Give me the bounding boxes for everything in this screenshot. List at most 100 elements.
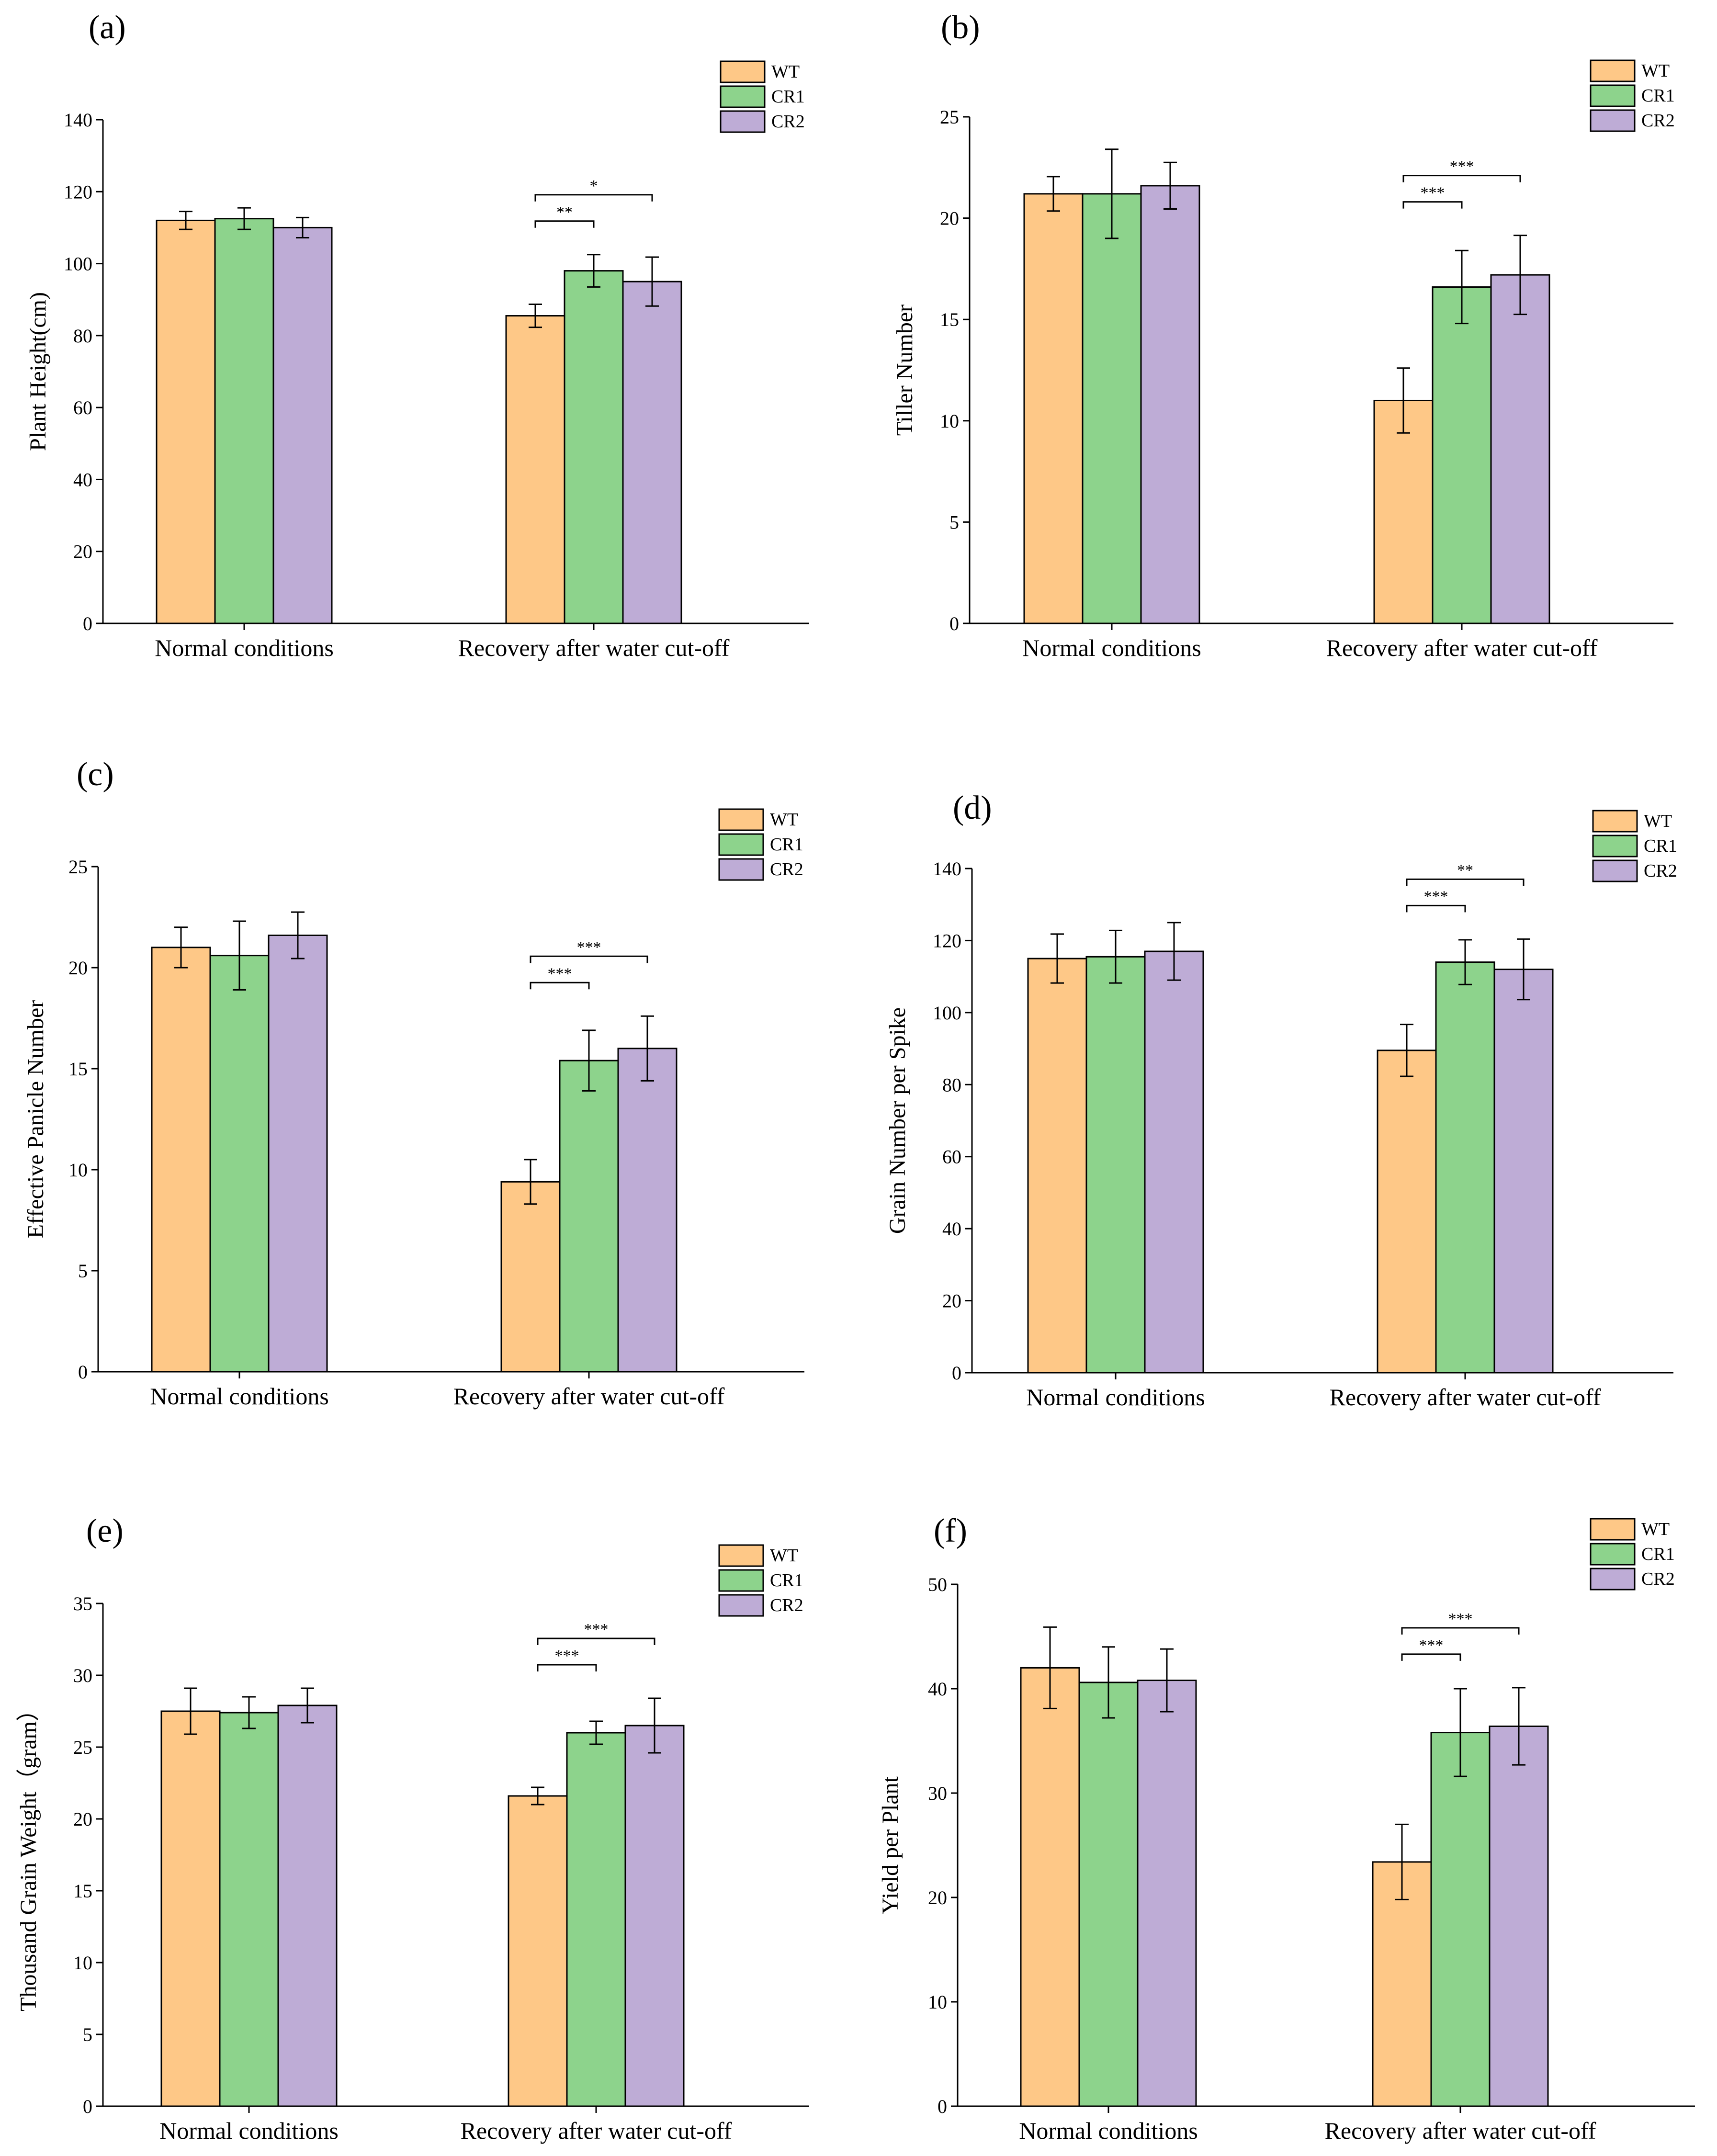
x-category-label: Normal conditions [1026,1384,1205,1411]
legend-label-cr1: CR1 [1644,836,1677,856]
significance-label: *** [555,1647,579,1665]
y-tick-label: 15 [68,1058,88,1080]
bar-cr2-recovery [617,1048,678,1373]
y-axis-title: Plant Height(cm) [25,292,51,451]
legend-swatch-cr2 [718,858,764,881]
y-tick-label: 15 [73,1880,92,1902]
y-tick-label: 10 [928,1991,947,2013]
legend-swatch-cr2 [718,1594,764,1617]
significance-label: *** [548,965,572,982]
significance-bracket [1401,1627,1520,1635]
legend-label-wt: WT [770,1546,798,1566]
legend-swatch-wt [720,60,766,83]
y-tick-label: 35 [73,1593,92,1614]
significance-label: *** [1421,184,1445,202]
panel-label: (e) [86,1513,124,1549]
y-tick-label: 25 [68,856,88,878]
legend-swatch-cr1 [1592,835,1638,858]
significance-bracket [530,982,590,990]
legend: WT CR1 CR2 [1590,59,1675,132]
y-tick-label: 80 [942,1074,961,1095]
legend-label-wt: WT [770,810,798,830]
panel-label: (a) [89,9,126,46]
y-tick-label: 0 [949,613,959,634]
x-category-label: Recovery after water cut-off [1325,2117,1596,2144]
x-category-label: Normal conditions [150,1383,329,1410]
legend: WT CR1 CR2 [718,808,803,881]
bar-wt-recovery [1377,1050,1437,1374]
y-tick-label: 0 [83,613,92,634]
bar-cr2-normal [272,226,333,624]
legend-label-cr1: CR1 [1641,1544,1675,1564]
bar-cr2-recovery [624,1725,685,2107]
significance-bracket [1406,878,1525,886]
legend-label-cr2: CR2 [770,1595,803,1615]
y-axis-title: Thousand Grain Weight（gram） [16,1698,41,2011]
significance-bracket [534,194,653,202]
y-tick-label: 140 [933,858,961,880]
legend-label-wt: WT [1641,61,1670,81]
bar-wt-normal [1020,1667,1080,2107]
bar-cr2-normal [1137,1680,1197,2107]
legend-label-cr2: CR2 [1641,1569,1675,1589]
x-category-label: Normal conditions [159,2117,339,2144]
legend-swatch-cr1 [720,85,766,108]
y-tick-label: 30 [928,1783,947,1804]
y-tick-label: 0 [78,1361,88,1383]
x-category-label: Recovery after water cut-off [461,2117,732,2144]
y-tick-label: 25 [940,106,959,128]
legend: WT CR1 CR2 [1590,1518,1675,1591]
significance-label: *** [584,1621,609,1638]
chart-panel-a: (a) 0 20 40 60 80 100 120 140 Plant Height(cm) Nor… [25,9,809,661]
bar-cr1-normal [1085,956,1146,1374]
significance-label: *** [1450,158,1474,176]
significance-bracket [1402,175,1521,182]
significance-label: *** [577,938,601,956]
y-tick-label: 20 [73,541,92,563]
bar-cr2-recovery [1493,969,1554,1374]
bar-cr2-recovery [1490,274,1550,624]
bar-cr1-recovery [1430,1732,1491,2107]
x-category-label: Normal conditions [155,634,334,661]
y-tick-label: 100 [933,1002,961,1024]
legend-swatch-cr2 [720,110,766,133]
legend-label-cr1: CR1 [1641,86,1675,106]
y-tick-label: 0 [83,2096,92,2117]
y-tick-label: 20 [73,1808,92,1830]
panel-label: (c) [77,756,114,793]
bar-wt-recovery [1373,399,1434,624]
significance-label: * [590,177,598,195]
legend-swatch-cr1 [718,1569,764,1592]
y-tick-label: 5 [949,511,959,533]
x-category-label: Normal conditions [1019,2117,1198,2144]
legend-label-cr2: CR2 [1644,861,1677,881]
significance-bracket [1406,904,1466,913]
x-category-label: Recovery after water cut-off [453,1383,725,1410]
legend-swatch-cr1 [718,833,764,856]
y-tick-label: 10 [940,410,959,432]
chart-panel-d: (d) 0 20 40 60 80 100 120 140 Grain Number per Sp… [885,790,1677,1411]
legend-swatch-cr2 [1590,109,1636,132]
bar-wt-normal [160,1710,221,2107]
y-tick-label: 20 [942,1290,961,1312]
legend-label-cr1: CR1 [771,87,805,107]
panel-label: (b) [941,9,980,46]
significance-bracket [1401,1653,1461,1661]
bar-wt-normal [1023,193,1084,624]
bar-cr1-normal [1082,193,1142,624]
legend-label-cr2: CR2 [770,859,803,880]
y-axis-title: Yield per Plant [878,1776,903,1914]
y-tick-label: 120 [64,181,92,203]
significance-label: *** [1448,1610,1473,1628]
legend-label-cr2: CR2 [771,112,805,132]
x-category-label: Recovery after water cut-off [1330,1384,1601,1411]
bar-cr2-recovery [622,281,682,624]
bar-cr1-normal [209,955,270,1373]
significance-label: *** [1424,888,1448,905]
legend-label-wt: WT [771,62,800,82]
bar-wt-recovery [500,1181,561,1373]
y-tick-label: 0 [938,2096,947,2117]
y-tick-label: 20 [928,1887,947,1908]
y-tick-label: 30 [73,1665,92,1686]
legend-label-cr1: CR1 [770,835,803,855]
